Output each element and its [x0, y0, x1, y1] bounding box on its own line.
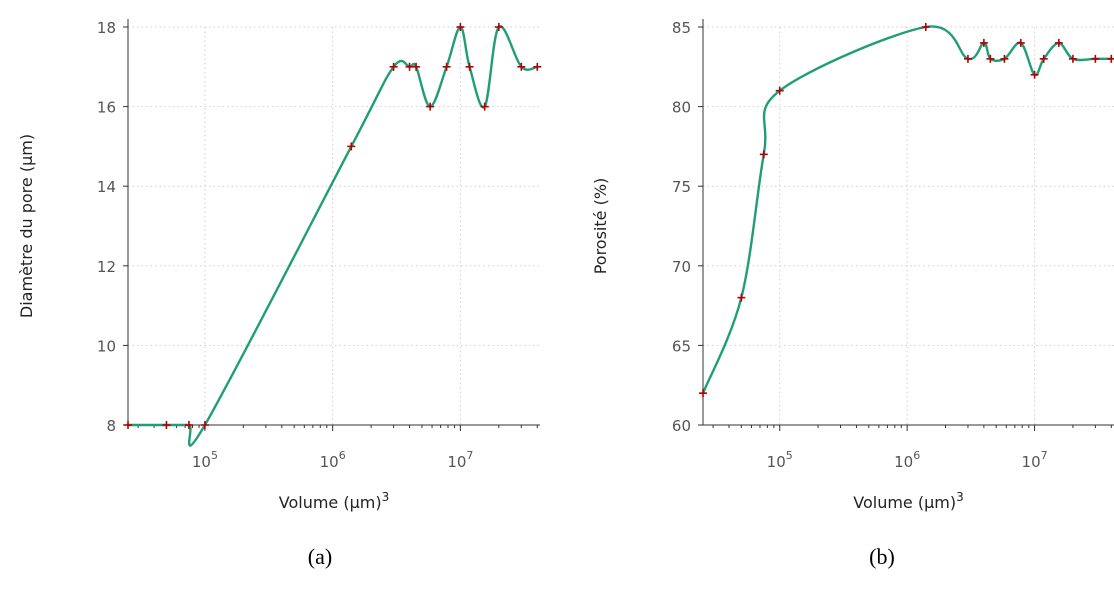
- data-point: [465, 62, 474, 71]
- data-point: [775, 86, 784, 95]
- grid: [703, 26, 1114, 426]
- x-tick-label: 106: [320, 449, 346, 471]
- data-point: [737, 293, 746, 302]
- data-point: [963, 54, 972, 63]
- x-axis-label: Volume (µm)3: [279, 490, 389, 512]
- data-point: [184, 421, 193, 429]
- data-point: [347, 142, 356, 151]
- data-point: [921, 23, 930, 31]
- grid: [128, 26, 540, 426]
- data-point: [533, 62, 542, 71]
- y-axis-label: Porosité (%): [591, 178, 610, 275]
- data-point: [442, 62, 451, 71]
- data-point: [412, 62, 421, 71]
- data-point: [517, 62, 526, 71]
- x-axis-label: Volume (µm)3: [853, 490, 963, 512]
- data-point: [162, 421, 171, 429]
- x-tick-label: 105: [767, 449, 793, 471]
- data-point: [124, 421, 132, 429]
- data-point: [986, 54, 995, 63]
- y-tick-label: 85: [672, 19, 691, 37]
- x-tick-label: 105: [192, 449, 218, 471]
- subfigure-caption: (a): [308, 544, 332, 569]
- data-point: [979, 38, 988, 47]
- data-point: [494, 23, 503, 31]
- y-tick-label: 10: [97, 337, 116, 355]
- chart-a: 8 10 12 14 16 18 105 106 107 Volume (µm)3 Diamètre…: [17, 19, 542, 569]
- x-tick-label: 106: [894, 449, 920, 471]
- y-tick-label: 14: [97, 178, 116, 196]
- y-tick-label: 12: [97, 258, 116, 276]
- data-point: [699, 389, 707, 398]
- data-point: [1091, 54, 1100, 63]
- data-point: [1016, 38, 1025, 47]
- y-tick-label: 18: [97, 19, 116, 37]
- data-point: [1107, 54, 1114, 63]
- data-point: [759, 150, 768, 159]
- y-tick-label: 80: [672, 99, 691, 117]
- data-point: [426, 102, 435, 111]
- y-tick-label: 75: [672, 178, 691, 196]
- data-point: [1030, 70, 1039, 79]
- data-point: [480, 102, 489, 111]
- data-point: [1039, 54, 1048, 63]
- y-axis-label: Diamètre du pore (µm): [17, 134, 36, 318]
- x-tick-label: 107: [447, 449, 473, 471]
- data-point: [1068, 54, 1077, 63]
- data-point: [389, 62, 398, 71]
- y-tick-label: 65: [672, 337, 691, 355]
- chart-b: 60 65 70 75 80 85 105 106 107 Volume (µm)3 Porosit…: [591, 19, 1114, 569]
- y-tick-label: 16: [97, 99, 116, 117]
- data-point: [1054, 38, 1063, 47]
- subfigure-caption: (b): [869, 544, 895, 569]
- data-point: [456, 23, 465, 31]
- y-tick-label: 8: [106, 417, 116, 435]
- data-point: [200, 421, 209, 429]
- data-point: [1000, 54, 1009, 63]
- y-tick-label: 60: [672, 417, 691, 435]
- x-tick-label: 107: [1022, 449, 1048, 471]
- y-tick-label: 70: [672, 258, 691, 276]
